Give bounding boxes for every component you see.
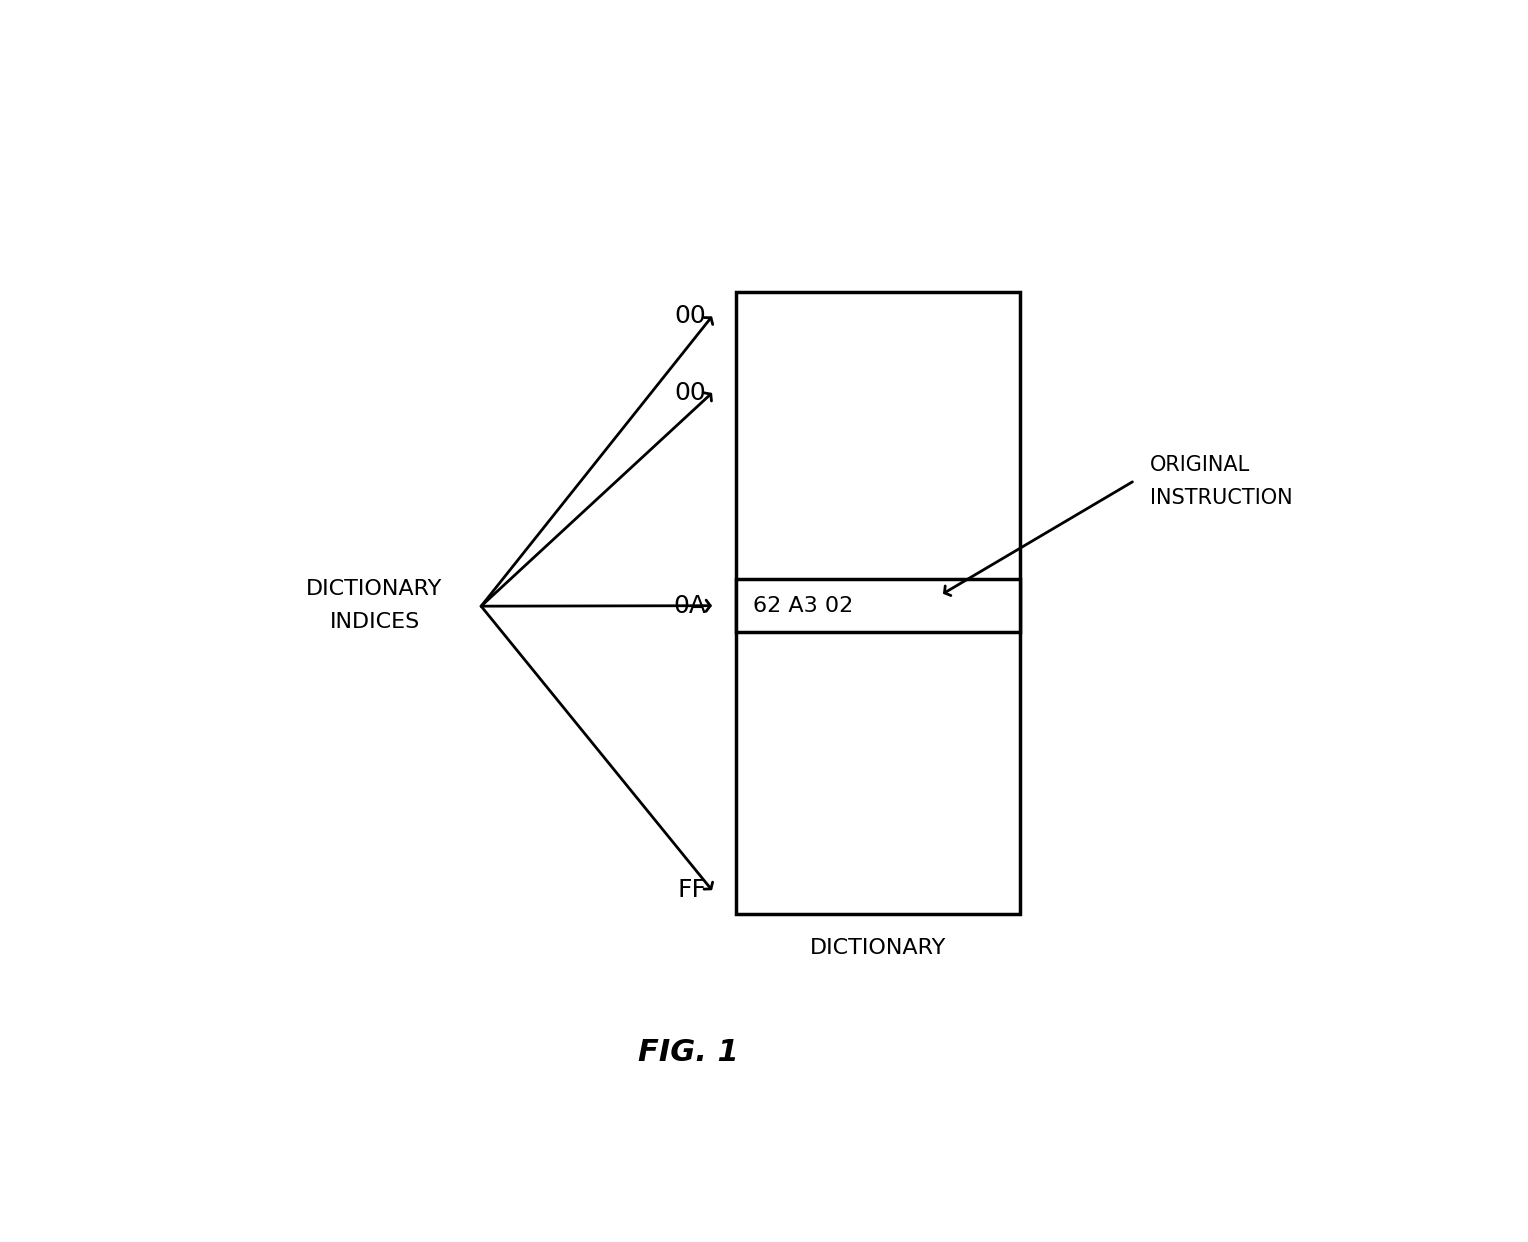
Bar	[736, 292, 1021, 914]
Text: FIG. 1: FIG. 1	[639, 1038, 738, 1067]
Text: 62 A3 02: 62 A3 02	[753, 596, 854, 616]
Text: INSTRUCTION: INSTRUCTION	[1151, 488, 1293, 508]
Text: 00: 00	[674, 381, 706, 405]
Text: DICTIONARY: DICTIONARY	[810, 938, 946, 958]
Text: ORIGINAL: ORIGINAL	[1151, 455, 1250, 474]
Text: FF: FF	[677, 878, 706, 902]
Text: 0A: 0A	[674, 594, 706, 617]
Text: DICTIONARY: DICTIONARY	[306, 579, 443, 599]
Text: INDICES: INDICES	[330, 612, 420, 632]
Text: 00: 00	[674, 304, 706, 328]
Bar	[736, 579, 1021, 632]
